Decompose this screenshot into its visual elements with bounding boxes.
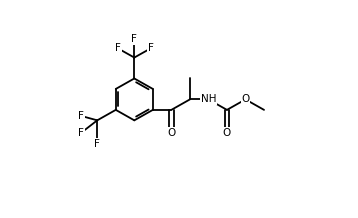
Text: O: O [223,128,231,138]
Text: O: O [167,128,175,138]
Text: F: F [78,128,84,138]
Text: O: O [241,94,250,104]
Text: F: F [131,34,137,44]
Text: F: F [148,43,154,53]
Text: F: F [78,111,84,121]
Text: F: F [94,139,100,149]
Text: F: F [115,43,121,53]
Text: NH: NH [201,94,216,104]
